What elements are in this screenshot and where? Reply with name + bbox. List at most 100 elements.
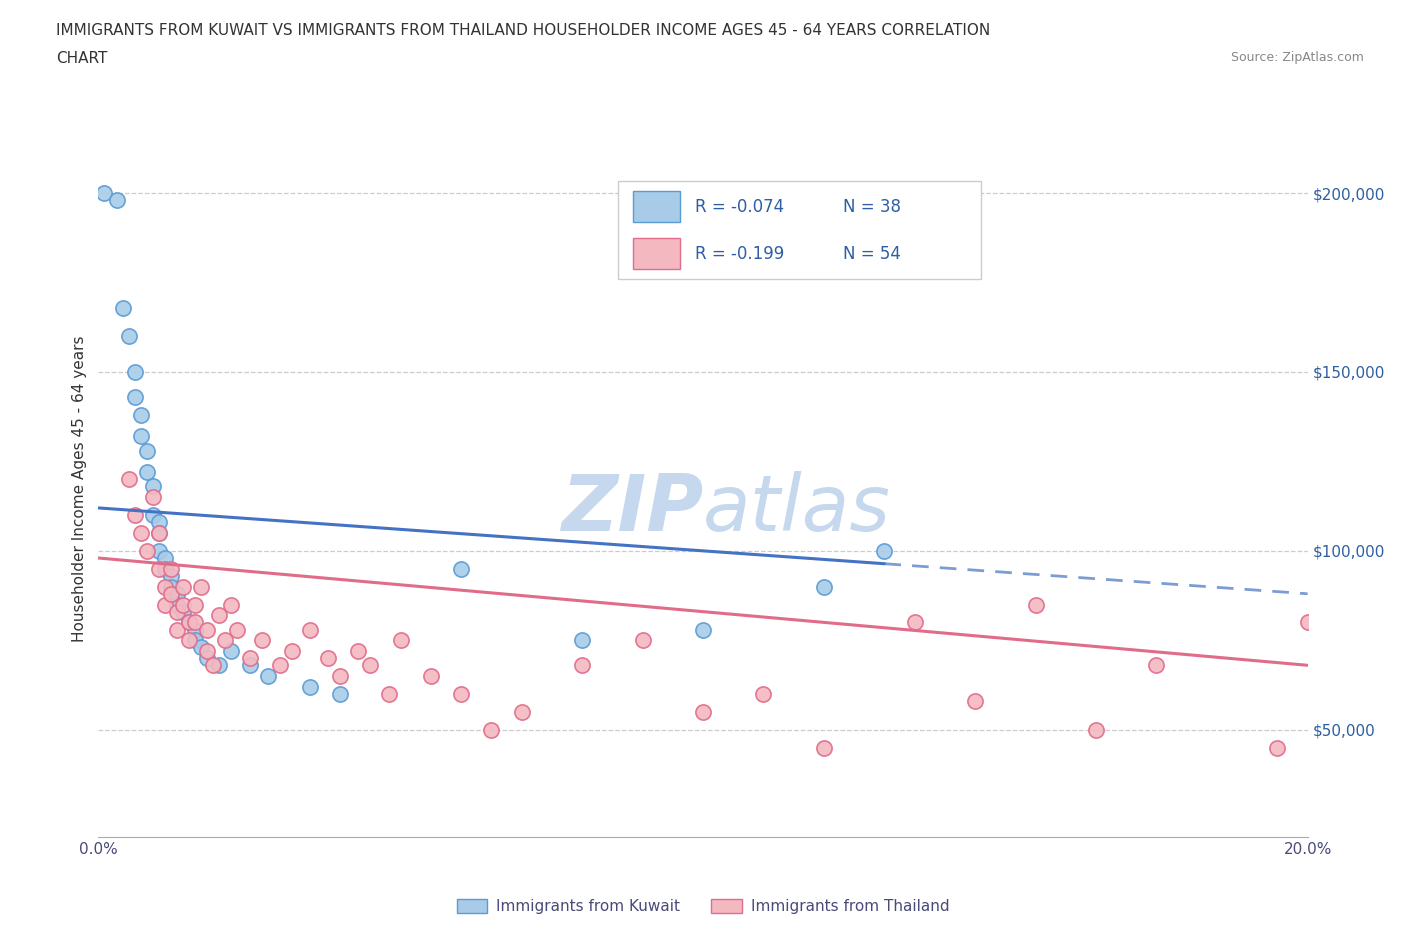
Text: ZIP: ZIP bbox=[561, 472, 703, 547]
Point bbox=[124, 365, 146, 379]
Point bbox=[184, 632, 207, 647]
Point bbox=[208, 608, 231, 623]
Point bbox=[179, 615, 201, 630]
Point bbox=[420, 669, 443, 684]
Point bbox=[124, 508, 146, 523]
Point bbox=[347, 644, 370, 658]
Point bbox=[142, 490, 165, 505]
Point bbox=[873, 543, 896, 558]
Point bbox=[1296, 615, 1319, 630]
Point bbox=[752, 686, 775, 701]
Point bbox=[450, 562, 472, 577]
Point bbox=[111, 300, 134, 315]
Point bbox=[172, 579, 194, 594]
Text: R = -0.199: R = -0.199 bbox=[695, 245, 783, 262]
Point bbox=[904, 615, 927, 630]
Point bbox=[190, 640, 212, 655]
Point bbox=[195, 644, 218, 658]
Point bbox=[129, 525, 152, 540]
Point bbox=[135, 444, 157, 458]
Point bbox=[1085, 723, 1108, 737]
Y-axis label: Householder Income Ages 45 - 64 years: Householder Income Ages 45 - 64 years bbox=[72, 335, 87, 642]
Point bbox=[571, 658, 593, 672]
Point bbox=[316, 651, 339, 666]
Text: N = 38: N = 38 bbox=[844, 198, 901, 216]
Point bbox=[160, 579, 183, 594]
Point bbox=[172, 604, 194, 619]
Point bbox=[129, 429, 152, 444]
Point bbox=[148, 543, 170, 558]
Point bbox=[631, 632, 654, 647]
Point bbox=[221, 597, 243, 612]
Point bbox=[692, 622, 714, 637]
Point bbox=[135, 543, 157, 558]
Point bbox=[184, 615, 207, 630]
Point bbox=[360, 658, 382, 672]
Point bbox=[377, 686, 399, 701]
Point bbox=[184, 597, 207, 612]
Point bbox=[179, 615, 201, 630]
Point bbox=[172, 597, 194, 612]
Point bbox=[142, 508, 165, 523]
Text: IMMIGRANTS FROM KUWAIT VS IMMIGRANTS FROM THAILAND HOUSEHOLDER INCOME AGES 45 - : IMMIGRANTS FROM KUWAIT VS IMMIGRANTS FRO… bbox=[56, 23, 990, 38]
Text: Source: ZipAtlas.com: Source: ZipAtlas.com bbox=[1230, 51, 1364, 64]
Point bbox=[153, 562, 176, 577]
Point bbox=[481, 723, 503, 737]
Point bbox=[184, 622, 207, 637]
Point bbox=[166, 622, 188, 637]
Point bbox=[226, 622, 249, 637]
Point bbox=[389, 632, 412, 647]
Point bbox=[450, 686, 472, 701]
Point bbox=[510, 704, 533, 719]
Point bbox=[256, 669, 278, 684]
Point bbox=[118, 329, 141, 344]
Text: N = 54: N = 54 bbox=[844, 245, 901, 262]
Point bbox=[124, 390, 146, 405]
Point bbox=[153, 597, 176, 612]
Point bbox=[281, 644, 304, 658]
Point bbox=[142, 479, 165, 494]
Point bbox=[269, 658, 291, 672]
Point bbox=[202, 658, 225, 672]
Point bbox=[239, 658, 262, 672]
Text: atlas: atlas bbox=[703, 472, 891, 547]
Point bbox=[299, 679, 322, 694]
Point bbox=[190, 579, 212, 594]
Point bbox=[148, 525, 170, 540]
Point bbox=[195, 622, 218, 637]
Point bbox=[239, 651, 262, 666]
Point bbox=[571, 632, 593, 647]
Point bbox=[813, 579, 835, 594]
Text: CHART: CHART bbox=[56, 51, 108, 66]
Point bbox=[93, 186, 115, 201]
Point bbox=[153, 579, 176, 594]
Point bbox=[329, 686, 352, 701]
Point bbox=[160, 568, 183, 583]
Point bbox=[166, 604, 188, 619]
Point bbox=[179, 632, 201, 647]
Point bbox=[1144, 658, 1167, 672]
Point bbox=[250, 632, 273, 647]
Point bbox=[153, 551, 176, 565]
Point bbox=[160, 562, 183, 577]
Point bbox=[299, 622, 322, 637]
Point bbox=[965, 694, 987, 709]
Text: R = -0.074: R = -0.074 bbox=[695, 198, 783, 216]
Point bbox=[129, 407, 152, 422]
Point bbox=[105, 193, 128, 207]
Point bbox=[221, 644, 243, 658]
Bar bbox=[633, 192, 681, 222]
Point bbox=[148, 515, 170, 530]
Point bbox=[208, 658, 231, 672]
Bar bbox=[633, 238, 681, 270]
Point bbox=[195, 651, 218, 666]
Point bbox=[166, 586, 188, 601]
Point bbox=[329, 669, 352, 684]
Point bbox=[166, 597, 188, 612]
Point bbox=[1267, 740, 1289, 755]
Point bbox=[135, 465, 157, 480]
Point bbox=[692, 704, 714, 719]
Point bbox=[148, 525, 170, 540]
Point bbox=[118, 472, 141, 486]
Point bbox=[148, 562, 170, 577]
